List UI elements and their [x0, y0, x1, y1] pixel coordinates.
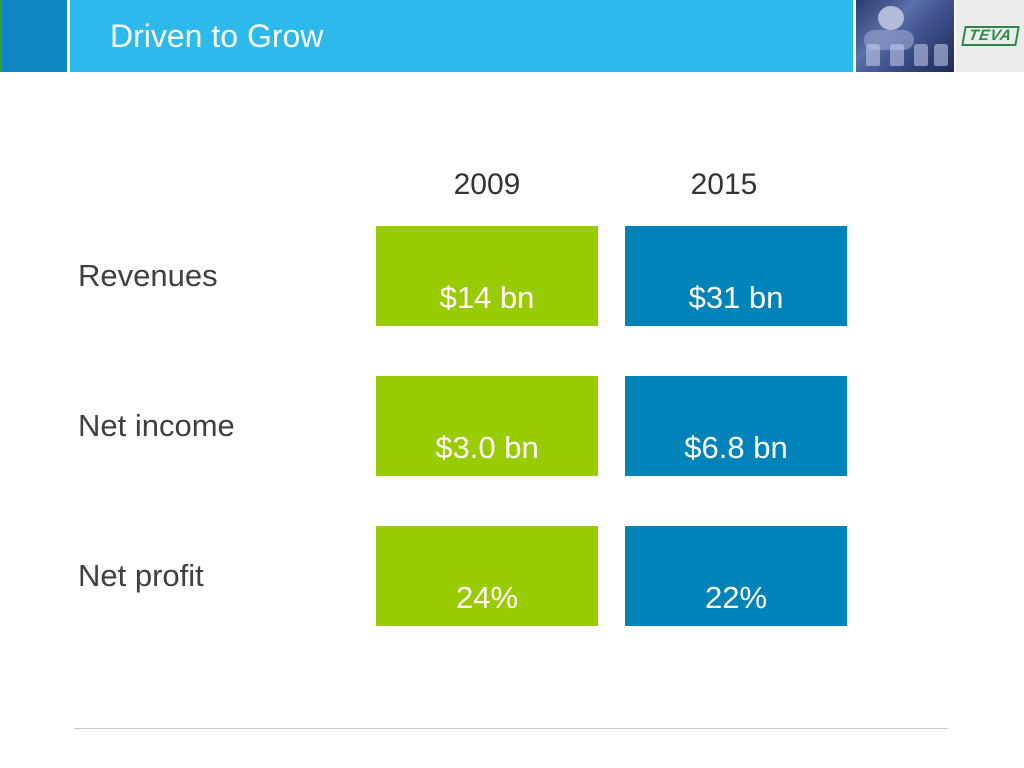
header-bar: Driven to Grow: [70, 0, 853, 72]
net-income-2015-cell: $6.8 bn: [625, 376, 847, 476]
header-accent-block: [0, 0, 67, 72]
net-profit-2009-cell: 24%: [376, 526, 598, 626]
page-title: Driven to Grow: [110, 18, 324, 54]
row-label-revenues: Revenues: [78, 258, 218, 293]
lab-scientist-photo: [856, 0, 954, 72]
row-label-net-income: Net income: [78, 408, 235, 443]
revenues-2009-cell: $14 bn: [376, 226, 598, 326]
logo-area: TEVA: [956, 0, 1024, 72]
net-profit-2015-cell: 22%: [625, 526, 847, 626]
footer-divider: [74, 728, 948, 729]
revenues-2015-cell: $31 bn: [625, 226, 847, 326]
row-label-net-profit: Net profit: [78, 558, 204, 593]
year-header-2009: 2009: [453, 168, 521, 201]
net-income-2009-cell: $3.0 bn: [376, 376, 598, 476]
year-header-2015: 2015: [690, 168, 758, 201]
teva-logo: TEVA: [960, 26, 1020, 46]
